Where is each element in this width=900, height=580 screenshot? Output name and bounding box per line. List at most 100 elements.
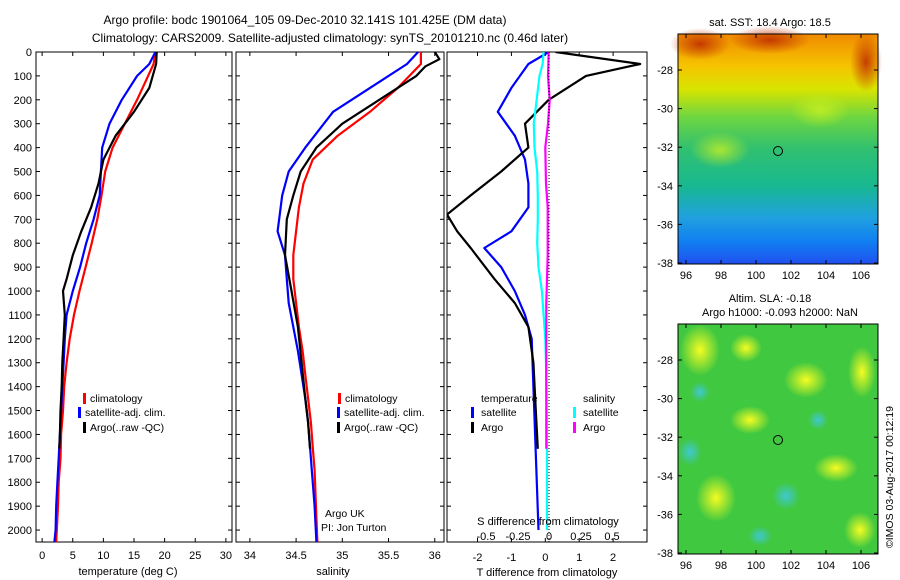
sst-map-frame bbox=[677, 33, 879, 265]
sla-map-title1: Altim. SLA: -0.18 bbox=[729, 293, 812, 305]
s-tick-label: 0.5 bbox=[604, 531, 619, 543]
temperature-lines bbox=[53, 52, 158, 542]
x-tick-label: 36 bbox=[429, 550, 441, 562]
high-anomaly bbox=[844, 512, 876, 548]
y-tick-label: 2000 bbox=[8, 525, 32, 537]
legend-header-temperature: temperature bbox=[481, 393, 538, 405]
map-y-tick-label: -34 bbox=[657, 181, 673, 193]
x-tick-label: 35 bbox=[336, 550, 348, 562]
map-y-tick-label: -36 bbox=[657, 509, 673, 521]
legend-swatch-t-satellite bbox=[471, 407, 474, 418]
map-y-tick-label: -38 bbox=[657, 548, 673, 560]
legend-swatch-s-argo bbox=[573, 422, 576, 433]
y-tick-label: 1500 bbox=[8, 406, 32, 418]
legend-label-s-argo: Argo bbox=[583, 422, 605, 434]
difference-xlabel: T difference from climatology bbox=[477, 567, 618, 579]
s-tick-label: -0.5 bbox=[477, 531, 496, 543]
low-anomaly bbox=[772, 482, 800, 510]
legend-swatch-t-argo bbox=[471, 422, 474, 433]
map-x-tick-label: 106 bbox=[852, 560, 870, 572]
y-tick-label: 900 bbox=[14, 262, 32, 274]
y-tick-label: 0 bbox=[26, 47, 32, 59]
salinity-legend: climatology satellite-adj. clim. Argo(..… bbox=[321, 393, 425, 534]
x-tick-label: 20 bbox=[159, 550, 171, 562]
y-tick-label: 400 bbox=[14, 143, 32, 155]
high-anomaly bbox=[814, 454, 858, 482]
map-x-tick-label: 104 bbox=[817, 560, 835, 572]
series-line bbox=[53, 52, 157, 542]
low-anomaly bbox=[678, 438, 702, 466]
s-tick-label: 0 bbox=[546, 531, 552, 543]
sst-map: -28 -30 -32 -34 -36 -38 96 98 100 102 104 106 bbox=[657, 26, 882, 282]
y-tick-label: 1700 bbox=[8, 453, 32, 465]
y-tick-label: 100 bbox=[14, 71, 32, 83]
y-tick-label: 500 bbox=[14, 167, 32, 179]
legend-header-salinity: salinity bbox=[583, 393, 616, 405]
legend-label-satellite: satellite-adj. clim. bbox=[344, 407, 425, 419]
warm-patch bbox=[850, 32, 882, 92]
high-anomaly bbox=[848, 346, 876, 398]
series-line bbox=[58, 52, 158, 449]
x-tick-label: -2 bbox=[473, 552, 483, 564]
legend-swatch-argo bbox=[337, 422, 340, 433]
high-anomaly bbox=[784, 362, 828, 398]
y-tick-label: 1800 bbox=[8, 477, 32, 489]
legend-label-t-argo: Argo bbox=[481, 422, 503, 434]
x-tick-label: 34 bbox=[244, 550, 256, 562]
legend-label-argo: Argo(..raw -QC) bbox=[344, 422, 418, 434]
argo-float-marker bbox=[773, 435, 783, 445]
map-y-tick-label: -32 bbox=[657, 142, 673, 154]
x-tick-label: 10 bbox=[97, 550, 109, 562]
legend-swatch-satellite bbox=[78, 407, 81, 418]
low-anomaly bbox=[690, 382, 710, 402]
map-x-tick-label: 100 bbox=[747, 560, 765, 572]
y-tick-label: 1400 bbox=[8, 382, 32, 394]
low-anomaly bbox=[748, 526, 772, 546]
map-x-tick-label: 98 bbox=[715, 270, 727, 282]
y-tick-label: 800 bbox=[14, 238, 32, 250]
argo-float-marker bbox=[773, 146, 783, 156]
sla-map-ticks: -28 -30 -32 -34 -36 -38 96 98 100 102 104 106 bbox=[657, 324, 878, 572]
sst-map-title: sat. SST: 18.4 Argo: 18.5 bbox=[709, 17, 831, 29]
map-x-tick-label: 96 bbox=[680, 560, 692, 572]
map-y-tick-label: -38 bbox=[657, 258, 673, 270]
series-line bbox=[544, 52, 551, 449]
high-anomaly bbox=[696, 474, 736, 522]
map-x-tick-label: 104 bbox=[817, 270, 835, 282]
x-tick-label: 35.5 bbox=[378, 550, 399, 562]
temperature-xlabel: temperature (deg C) bbox=[78, 566, 177, 578]
series-line bbox=[283, 52, 441, 449]
x-tick-label: 5 bbox=[70, 550, 76, 562]
legend-label-climatology: climatology bbox=[345, 393, 398, 405]
x-tick-label: 1 bbox=[576, 552, 582, 564]
mixed-patch bbox=[690, 132, 750, 168]
high-anomaly bbox=[730, 406, 770, 434]
principal-investigator: PI: Jon Turton bbox=[321, 522, 387, 534]
map-y-tick-label: -28 bbox=[657, 355, 673, 367]
x-tick-label: 2 bbox=[610, 552, 616, 564]
series-line bbox=[292, 52, 422, 542]
y-tick-label: 1300 bbox=[8, 358, 32, 370]
map-y-tick-label: -30 bbox=[657, 104, 673, 116]
low-anomaly bbox=[808, 410, 828, 430]
warm-patch bbox=[670, 28, 730, 60]
y-tick-label: 700 bbox=[14, 214, 32, 226]
y-tick-label: 1100 bbox=[8, 310, 32, 322]
legend-label-s-satellite: satellite bbox=[583, 407, 619, 419]
difference-legend: temperature salinity satellite Argo sate… bbox=[471, 393, 619, 434]
legend-label-argo: Argo(..raw -QC) bbox=[90, 422, 164, 434]
sla-map-frame bbox=[677, 323, 879, 555]
difference-s-title: S difference from climatology bbox=[477, 516, 619, 528]
y-tick-label: 300 bbox=[14, 119, 32, 131]
figure-title-line1: Argo profile: bodc 1901064_105 09-Dec-20… bbox=[104, 13, 507, 27]
warm-patch bbox=[730, 26, 810, 54]
axes-layer: 0 5 10 15 20 25 300100200300400500600700800900… bbox=[8, 47, 647, 564]
y-tick-label: 600 bbox=[14, 190, 32, 202]
map-y-tick-label: -30 bbox=[657, 394, 673, 406]
legend-swatch-satellite bbox=[337, 407, 340, 418]
map-y-tick-label: -32 bbox=[657, 432, 673, 444]
temperature-legend: climatology satellite-adj. clim. Argo(..… bbox=[78, 393, 166, 434]
map-x-tick-label: 100 bbox=[747, 270, 765, 282]
figure-title-line2: Climatology: CARS2009. Satellite-adjuste… bbox=[92, 31, 568, 45]
